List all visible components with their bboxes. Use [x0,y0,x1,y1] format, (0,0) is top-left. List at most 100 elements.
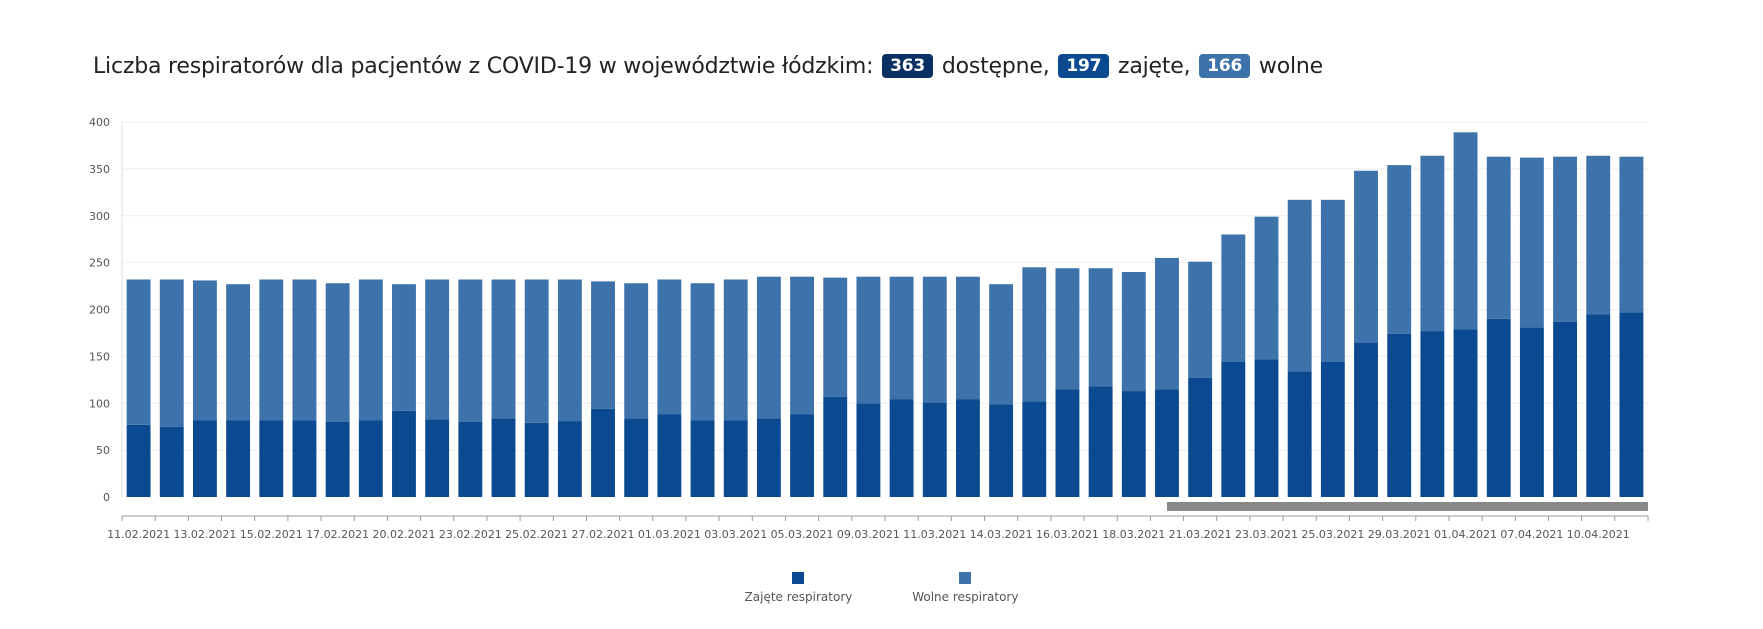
bar-free[interactable] [1354,170,1378,343]
bar-free[interactable] [1387,165,1412,334]
bar-occupied[interactable] [1619,312,1644,497]
bar-free[interactable] [823,277,848,397]
bar-free[interactable] [458,279,483,423]
bar-occupied[interactable] [1155,389,1179,497]
bar-free[interactable] [1519,157,1544,328]
bar-free[interactable] [591,281,615,409]
bar-occupied[interactable] [1420,331,1445,497]
bar-free[interactable] [723,279,748,421]
bar-free[interactable] [1320,199,1345,362]
bar-free[interactable] [922,276,947,403]
bar-occupied[interactable] [1287,371,1312,497]
bar-occupied[interactable] [1387,333,1412,497]
bar-free[interactable] [756,276,781,419]
bar-occupied[interactable] [159,426,184,497]
bar-occupied[interactable] [557,421,582,497]
bar-occupied[interactable] [922,402,947,497]
chart-scrollbar[interactable] [1167,502,1648,511]
bar-free[interactable] [1486,156,1511,319]
bar-free[interactable] [1586,155,1611,315]
bar-free[interactable] [392,284,416,411]
bar-occupied[interactable] [358,420,383,497]
bar-occupied[interactable] [1055,389,1080,497]
bar-free[interactable] [192,280,217,421]
bar-free[interactable] [1420,155,1445,332]
bar-occupied[interactable] [591,408,615,497]
bar-free[interactable] [325,283,350,422]
bar-occupied[interactable] [259,420,284,497]
bar-free[interactable] [358,279,383,421]
bar-occupied[interactable] [690,420,715,497]
bar-occupied[interactable] [524,422,549,497]
bar-occupied[interactable] [1320,362,1345,497]
legend-item-occupied[interactable]: Zajęte respiratory [745,572,852,604]
bar-occupied[interactable] [192,420,217,497]
bar-occupied[interactable] [126,424,151,497]
bar-free[interactable] [989,284,1014,405]
bar-occupied[interactable] [1254,359,1279,497]
x-tick-label: 23.02.2021 [439,528,502,541]
bar-occupied[interactable] [1221,362,1246,497]
bar-free[interactable] [259,279,284,421]
y-tick-label: 200 [89,304,110,317]
bar-occupied[interactable] [1486,318,1511,497]
bar-occupied[interactable] [1088,386,1113,497]
bar-free[interactable] [159,279,184,427]
bar-occupied[interactable] [491,418,516,497]
bar-occupied[interactable] [458,422,483,497]
bar-occupied[interactable] [823,396,848,497]
bar-free[interactable] [690,283,715,421]
bar-free[interactable] [955,276,980,400]
bar-free[interactable] [1287,199,1312,372]
bar-free[interactable] [889,276,914,400]
bar-occupied[interactable] [756,418,781,497]
bar-occupied[interactable] [1453,329,1478,497]
bar-free[interactable] [624,283,649,419]
bar-free[interactable] [1022,267,1047,402]
bar-occupied[interactable] [1022,401,1047,497]
bar-free[interactable] [1619,156,1644,313]
bar-occupied[interactable] [292,420,317,497]
legend-item-free[interactable]: Wolne respiratory [912,572,1018,604]
bar-occupied[interactable] [856,403,881,497]
bar-occupied[interactable] [392,410,416,497]
bar-free[interactable] [1055,268,1080,390]
bar-free[interactable] [657,279,682,415]
bar-occupied[interactable] [226,420,251,497]
bar-occupied[interactable] [955,399,980,498]
bar-occupied[interactable] [657,414,682,498]
bar-free[interactable] [1088,268,1113,387]
bar-occupied[interactable] [325,422,350,497]
bar-free[interactable] [1121,272,1146,392]
bar-free[interactable] [557,279,582,422]
bar-free[interactable] [1254,216,1279,360]
bar-free[interactable] [856,276,881,404]
bar-free[interactable] [1453,132,1478,330]
bar-free[interactable] [292,279,317,421]
bar-free[interactable] [1553,156,1578,322]
bar-occupied[interactable] [989,404,1014,497]
bar-occupied[interactable] [723,420,748,497]
chart-title: Liczba respiratorów dla pacjentów z COVI… [93,54,1323,79]
bar-occupied[interactable] [1121,391,1146,497]
bar-free[interactable] [226,284,251,421]
bar-free[interactable] [1188,261,1213,378]
bar-free[interactable] [126,279,151,425]
bar-occupied[interactable] [1553,321,1578,497]
bar-free[interactable] [425,279,450,420]
bar-free[interactable] [491,279,516,419]
bar-free[interactable] [1221,234,1246,363]
bar-free[interactable] [790,276,815,415]
bar-occupied[interactable] [1586,314,1611,497]
bar-occupied[interactable] [790,414,815,498]
bar-occupied[interactable] [889,399,914,498]
x-axis: 11.02.2021 13.02.2021 15.02.2021 17.02.2021… [107,515,1649,541]
bar-occupied[interactable] [425,419,450,497]
bar-occupied[interactable] [1354,342,1378,497]
bar-occupied[interactable] [1519,327,1544,497]
bar-free[interactable] [524,279,549,423]
bar-free[interactable] [1155,257,1179,390]
bar-occupied[interactable] [1188,377,1213,497]
bar-occupied[interactable] [624,418,649,497]
occupied-badge: 197 [1058,54,1110,78]
